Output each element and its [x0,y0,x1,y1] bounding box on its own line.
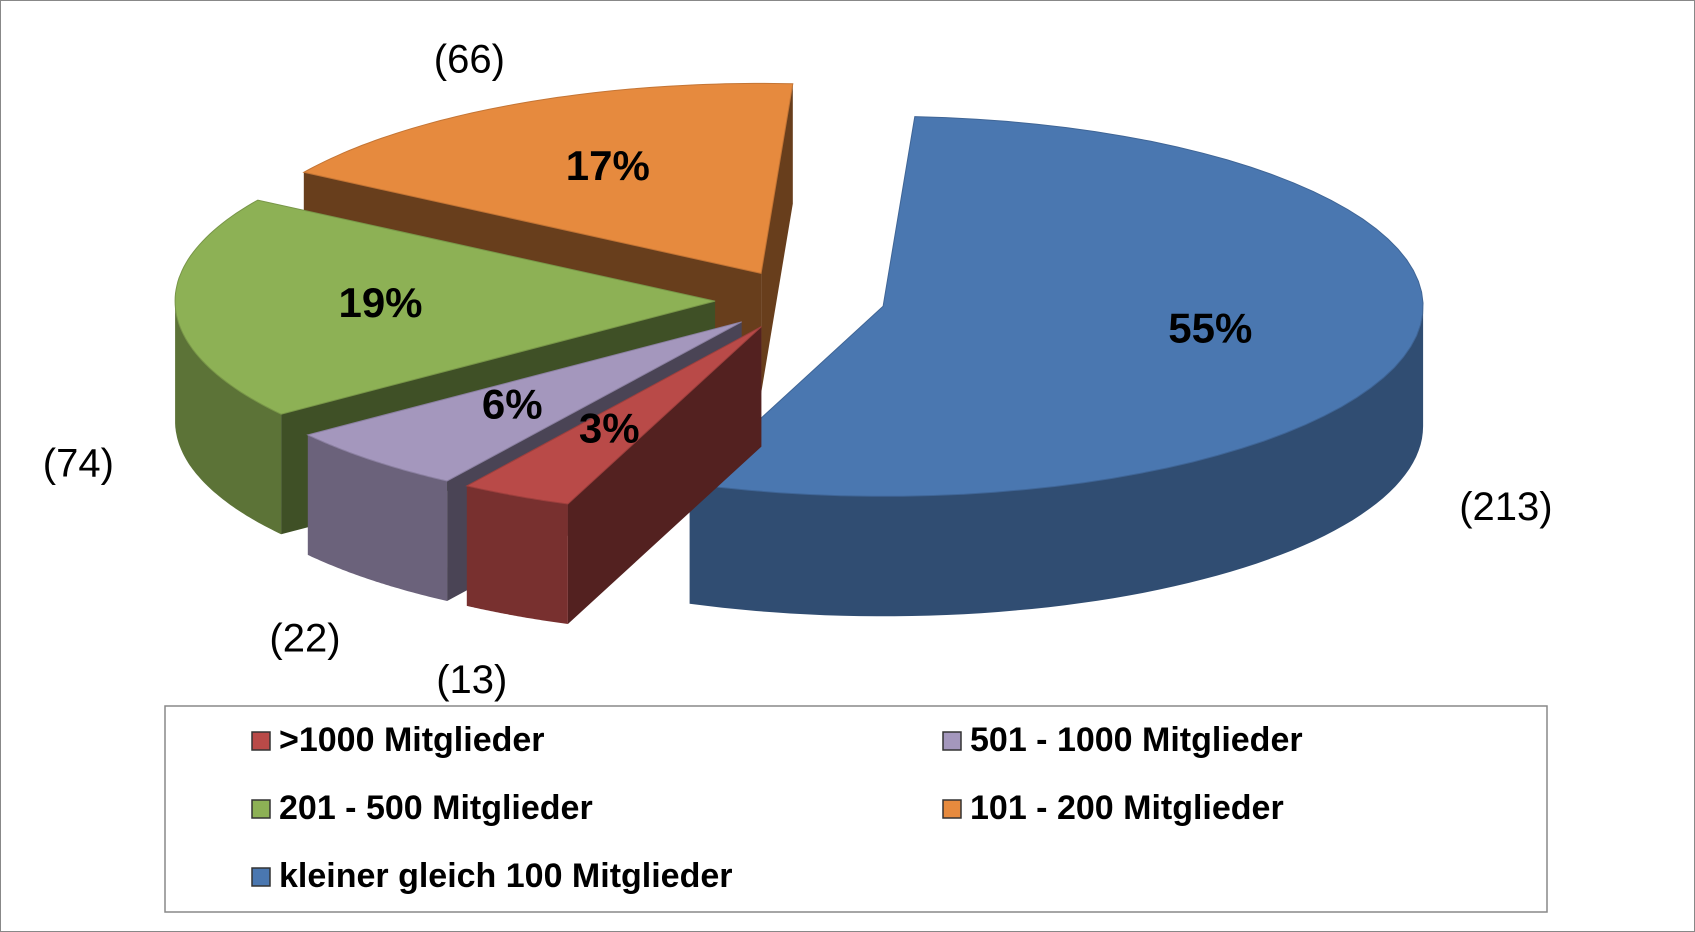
slice [302,82,794,275]
legend-box [164,705,1548,913]
legend-label: 501 - 1000 Mitglieder [970,721,1303,759]
count-label: (13) [436,658,507,702]
slice-wall [307,434,448,601]
slice-wall [689,306,1424,617]
percentage-label: 55% [1168,304,1252,351]
slice [688,116,1424,497]
percentage-label: 6% [482,381,543,428]
percentage-label: 17% [566,142,650,189]
legend-swatch [251,731,271,751]
legend-label: 101 - 200 Mitglieder [970,789,1284,827]
count-label: (213) [1459,485,1552,529]
count-label: (66) [434,38,505,82]
percentage-label: 3% [579,405,640,452]
slice [465,326,762,505]
count-label: (74) [43,441,114,485]
legend-swatch [251,867,271,887]
slice [306,321,742,482]
percentage-label: 19% [338,279,422,326]
legend-swatch [942,731,962,751]
slice-side [567,326,762,624]
legend-label: kleiner gleich 100 Mitglieder [279,857,733,895]
legend-swatch [251,799,271,819]
slice-side [761,83,793,394]
slice-wall [466,485,568,624]
legend-label: 201 - 500 Mitglieder [279,789,593,827]
count-label: (22) [269,617,340,661]
slice [174,199,716,415]
legend-swatch [942,799,962,819]
legend-label: >1000 Mitglieder [279,721,545,759]
slice-wall [175,301,282,535]
